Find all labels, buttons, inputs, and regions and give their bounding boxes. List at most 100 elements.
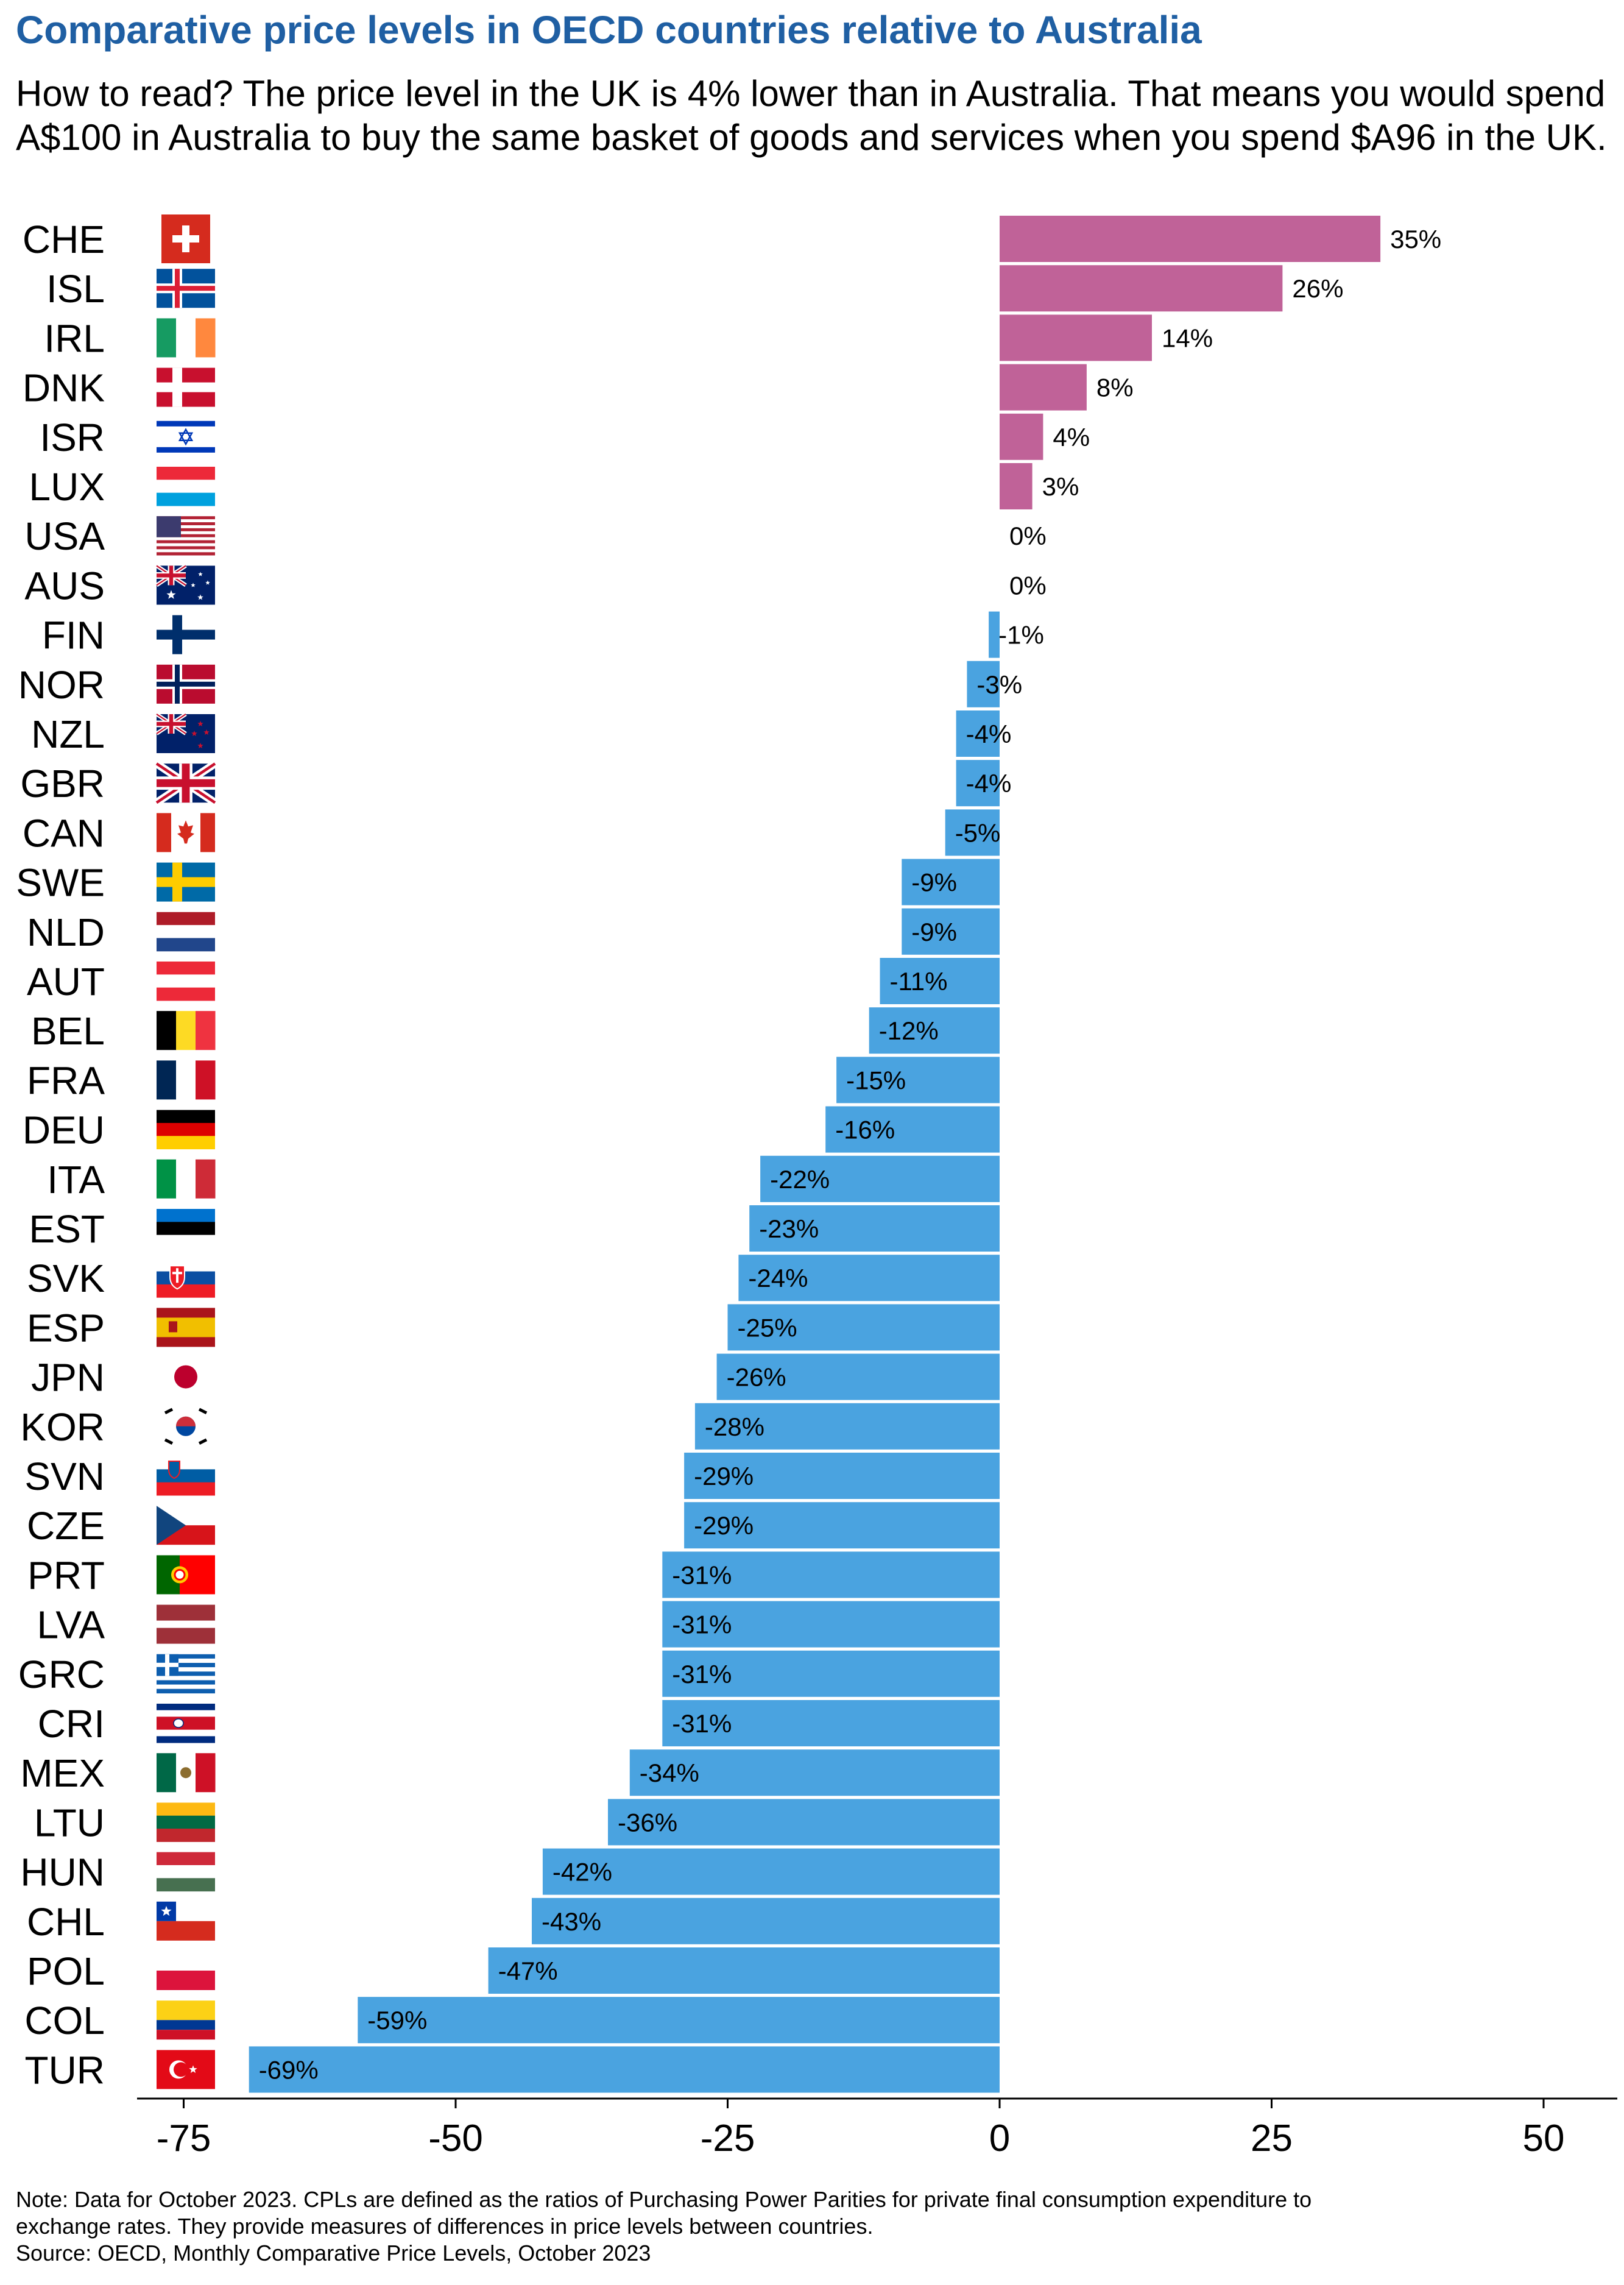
y-tick-label-aus: AUS	[24, 564, 105, 608]
flag-isr-icon	[157, 417, 215, 456]
bar-fra	[836, 1057, 1000, 1104]
data-label-ltu: -36%	[618, 1808, 677, 1837]
y-tick-label-nor: NOR	[18, 663, 105, 707]
chart-source: Source: OECD, Monthly Comparative Price …	[16, 2241, 651, 2266]
bar-chl	[532, 1897, 1000, 1944]
bar-est	[749, 1205, 1000, 1252]
y-tick-label-gbr: GBR	[20, 762, 105, 806]
y-tick-label-dnk: DNK	[23, 366, 105, 410]
flag-ltu-icon	[157, 1802, 215, 1842]
flag-jpn-icon	[157, 1357, 215, 1397]
y-tick-label-can: CAN	[23, 811, 105, 855]
bar-nld	[902, 908, 1000, 955]
data-label-col: -59%	[367, 2006, 427, 2035]
flag-fin-icon	[157, 615, 215, 654]
data-label-tur: -69%	[259, 2055, 319, 2084]
flag-gbr-icon	[154, 760, 217, 806]
flag-aus-icon	[155, 564, 215, 605]
y-tick-label-est: EST	[29, 1207, 105, 1251]
y-tick-label-swe: SWE	[16, 861, 105, 905]
data-label-lux: 3%	[1042, 472, 1079, 501]
data-label-nzl: -4%	[966, 720, 1012, 748]
flag-hun-icon	[157, 1852, 215, 1892]
bar-jpn	[716, 1353, 1000, 1400]
flag-chl-icon	[157, 1901, 215, 1941]
bar-can	[945, 809, 1000, 856]
data-label-aus: 0%	[1009, 571, 1047, 600]
flag-tur-icon	[157, 2050, 215, 2089]
y-tick-label-fin: FIN	[42, 614, 105, 657]
data-label-usa: 0%	[1009, 522, 1047, 550]
flag-est-icon	[157, 1209, 215, 1249]
data-label-dnk: 8%	[1096, 374, 1134, 402]
bar-mex	[629, 1749, 1000, 1796]
flag-irl-icon	[157, 318, 216, 358]
y-tick-label-esp: ESP	[27, 1306, 105, 1350]
data-label-swe: -9%	[911, 868, 957, 897]
data-label-gbr: -4%	[966, 769, 1012, 798]
bar-lux	[1000, 463, 1033, 509]
flag-isl-icon	[157, 269, 215, 308]
data-label-svn: -29%	[694, 1462, 754, 1490]
data-label-che: 35%	[1390, 225, 1441, 253]
flag-can-icon	[157, 813, 215, 852]
bar-hun	[542, 1848, 1000, 1895]
flag-aut-icon	[157, 962, 215, 1001]
bar-nzl	[956, 710, 1000, 757]
y-tick-label-irl: IRL	[44, 316, 105, 360]
bar-col	[358, 1997, 1000, 2044]
flag-che-icon	[161, 214, 210, 263]
data-label-irl: 14%	[1162, 324, 1213, 352]
x-tick-label: -25	[701, 2117, 755, 2159]
data-label-fra: -15%	[846, 1066, 906, 1094]
y-tick-label-nld: NLD	[27, 910, 105, 954]
y-tick-label-ita: ITA	[47, 1158, 105, 1202]
flag-cze-icon	[157, 1506, 215, 1545]
flag-ita-icon	[157, 1159, 216, 1199]
flag-svk-icon	[157, 1258, 215, 1298]
data-label-isr: 4%	[1053, 423, 1090, 452]
bar-tur	[249, 2046, 1000, 2093]
y-tick-label-che: CHE	[23, 218, 105, 261]
data-label-mex: -34%	[640, 1759, 699, 1787]
flag-fra-icon	[157, 1060, 216, 1100]
y-tick-label-kor: KOR	[20, 1405, 105, 1449]
y-tick-label-hun: HUN	[20, 1851, 105, 1894]
y-tick-label-usa: USA	[24, 514, 105, 558]
y-tick-label-aut: AUT	[27, 960, 105, 1004]
flag-mex-icon	[157, 1753, 216, 1793]
data-label-nld: -9%	[911, 918, 957, 946]
data-label-lva: -31%	[672, 1610, 732, 1639]
flag-prt-icon	[157, 1555, 215, 1595]
data-label-jpn: -26%	[727, 1363, 786, 1392]
bar-prt	[662, 1551, 1000, 1598]
x-tick-label: 50	[1523, 2117, 1565, 2159]
flag-lva-icon	[157, 1604, 215, 1644]
y-tick-label-mex: MEX	[20, 1751, 105, 1795]
bar-isr	[1000, 413, 1043, 460]
data-label-grc: -31%	[672, 1660, 732, 1688]
y-tick-label-svk: SVK	[27, 1256, 105, 1300]
chart-note-line-2: exchange rates. They provide measures of…	[16, 2214, 874, 2239]
bar-deu	[825, 1106, 1000, 1153]
data-label-cri: -31%	[672, 1709, 732, 1738]
y-tick-label-grc: GRC	[18, 1653, 105, 1696]
y-tick-label-svn: SVN	[24, 1454, 105, 1498]
bar-ltu	[608, 1799, 1000, 1846]
y-tick-label-ltu: LTU	[34, 1801, 105, 1844]
data-label-can: -5%	[955, 818, 1001, 847]
y-tick-label-chl: CHL	[27, 1900, 105, 1944]
bar-irl	[1000, 314, 1152, 361]
y-tick-label-jpn: JPN	[31, 1356, 105, 1400]
data-label-ita: -22%	[770, 1165, 830, 1194]
bar-grc	[662, 1650, 1000, 1697]
data-label-esp: -25%	[738, 1313, 797, 1342]
bar-bel	[869, 1007, 1000, 1054]
bar-chart: CHE 35% ISL 26% IRL 14% DNK 8% ISR 4% LUX 3% USA 0% AU…	[16, 214, 1617, 2159]
bar-cze	[684, 1502, 1000, 1549]
bar-swe	[902, 859, 1000, 905]
y-tick-label-cze: CZE	[27, 1504, 105, 1548]
bar-gbr	[956, 760, 1000, 807]
flag-kor-icon	[157, 1406, 215, 1446]
flag-dnk-icon	[157, 367, 215, 407]
